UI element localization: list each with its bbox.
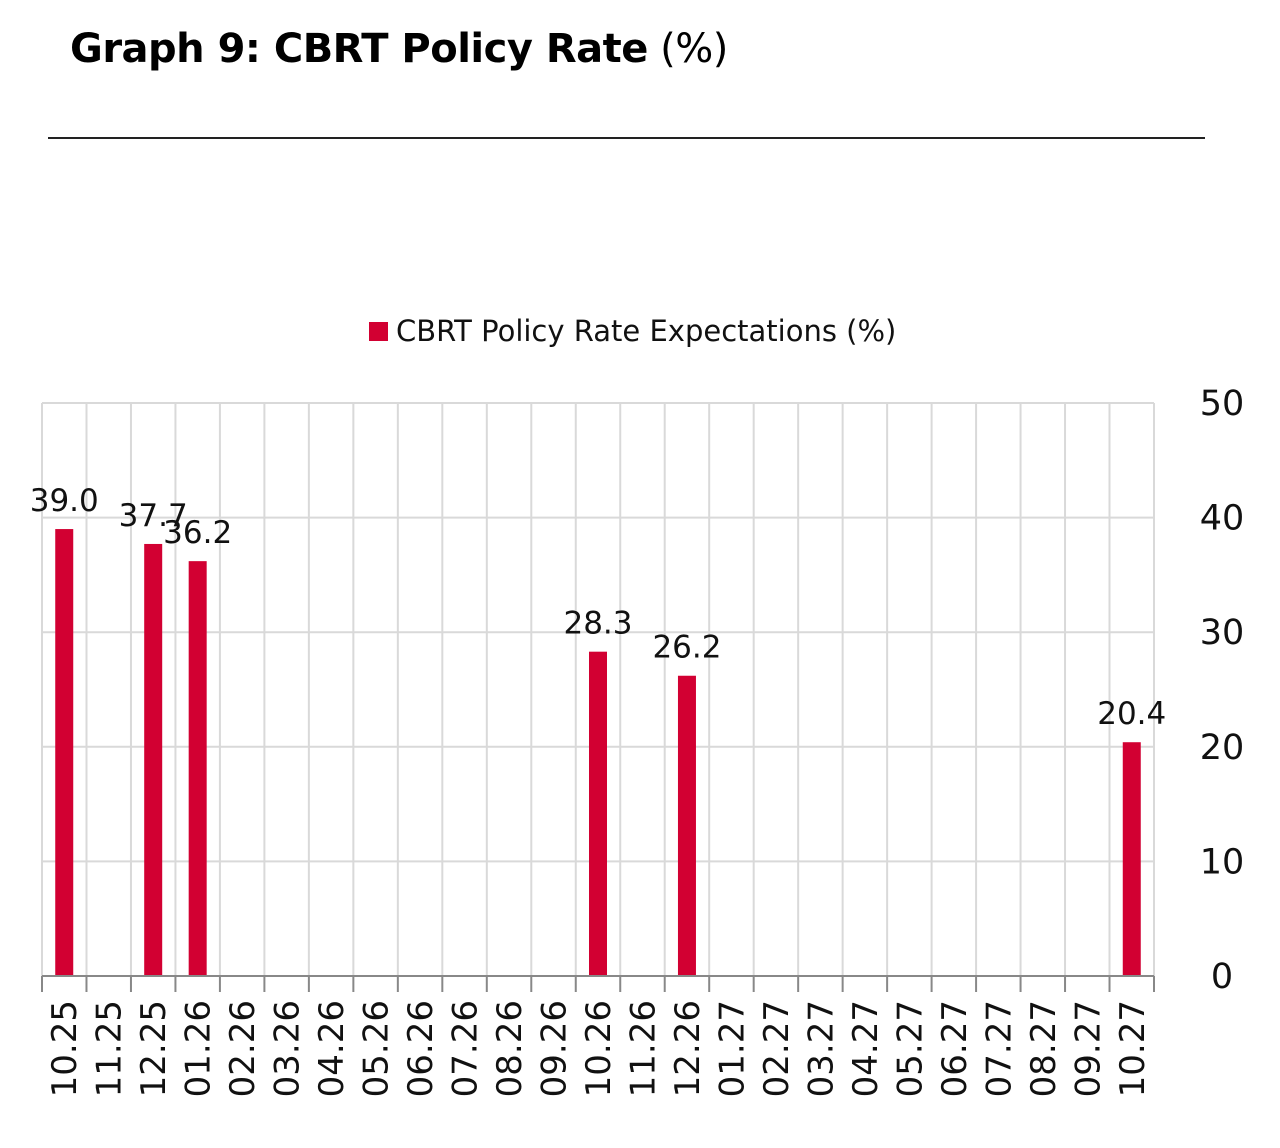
x-tick-label: 07.26 bbox=[446, 1000, 486, 1097]
x-tick-label: 11.26 bbox=[623, 1000, 663, 1097]
x-tick-label: 08.26 bbox=[490, 1000, 530, 1097]
x-axis bbox=[41, 975, 1155, 992]
y-tick-label: 0 bbox=[1211, 957, 1233, 997]
x-tick-label: 09.26 bbox=[535, 1000, 575, 1097]
x-tick-label: 05.27 bbox=[890, 1000, 930, 1097]
title-divider bbox=[48, 137, 1205, 139]
chart-title: Graph 9: CBRT Policy Rate (%) bbox=[70, 26, 728, 72]
x-tick-label: 02.27 bbox=[757, 1000, 797, 1097]
data-label: 37.7 bbox=[119, 498, 188, 534]
x-tick-label: 01.26 bbox=[179, 1000, 219, 1097]
grid bbox=[41, 402, 1155, 976]
bar bbox=[1122, 742, 1141, 976]
y-tick-label: 20 bbox=[1200, 728, 1245, 768]
data-label: 36.2 bbox=[163, 515, 232, 551]
x-tick-label: 04.27 bbox=[846, 1000, 886, 1097]
bar bbox=[144, 543, 163, 976]
bars bbox=[55, 529, 1141, 976]
data-label: 28.3 bbox=[563, 606, 632, 642]
x-tick-label: 10.25 bbox=[45, 1000, 85, 1097]
x-tick-label: 03.27 bbox=[801, 1000, 841, 1097]
bar bbox=[55, 529, 74, 976]
x-tick-label: 08.27 bbox=[1024, 1000, 1064, 1097]
x-tick-label: 06.27 bbox=[935, 1000, 975, 1097]
y-tick-label: 30 bbox=[1200, 613, 1245, 653]
x-tick-label: 04.26 bbox=[312, 1000, 352, 1097]
x-tick-label: 12.26 bbox=[668, 1000, 708, 1097]
y-tick-label: 50 bbox=[1200, 384, 1245, 424]
legend-swatch bbox=[369, 322, 388, 341]
bar bbox=[589, 651, 607, 976]
x-tick-label: 11.25 bbox=[90, 1000, 130, 1097]
y-tick-label: 10 bbox=[1200, 842, 1245, 882]
x-tick-label: 03.26 bbox=[268, 1000, 308, 1097]
chart-title-main: Graph 9: CBRT Policy Rate bbox=[70, 26, 648, 72]
x-tick-label: 10.26 bbox=[579, 1000, 619, 1097]
legend: CBRT Policy Rate Expectations (%) bbox=[369, 314, 896, 348]
y-axis-ticks: 0 10 20 30 40 50 bbox=[1200, 384, 1245, 997]
x-tick-label: 10.27 bbox=[1113, 1000, 1153, 1097]
x-tick-label: 01.27 bbox=[712, 1000, 752, 1097]
x-tick-label: 09.27 bbox=[1068, 1000, 1108, 1097]
bar bbox=[188, 561, 207, 976]
data-labels: 39.0 37.736.2 28.3 26.2 20.4 bbox=[30, 483, 1167, 732]
x-tick-label: 07.27 bbox=[979, 1000, 1019, 1097]
x-tick-label: 05.26 bbox=[357, 1000, 397, 1097]
bar bbox=[677, 675, 696, 976]
x-tick-label: 12.25 bbox=[134, 1000, 174, 1097]
legend-label: CBRT Policy Rate Expectations (%) bbox=[396, 314, 896, 348]
x-tick-label: 06.26 bbox=[401, 1000, 441, 1097]
data-label: 26.2 bbox=[652, 630, 721, 666]
chart-title-unit: (%) bbox=[660, 26, 728, 72]
x-tick-label: 02.26 bbox=[223, 1000, 263, 1097]
data-label: 20.4 bbox=[1097, 696, 1166, 732]
data-label: 39.0 bbox=[30, 483, 99, 519]
y-tick-label: 40 bbox=[1200, 499, 1245, 539]
x-axis-ticks: 10.25 11.25 12.25 01.26 02.26 03.26 04.26 05.26… bbox=[45, 1000, 1153, 1097]
